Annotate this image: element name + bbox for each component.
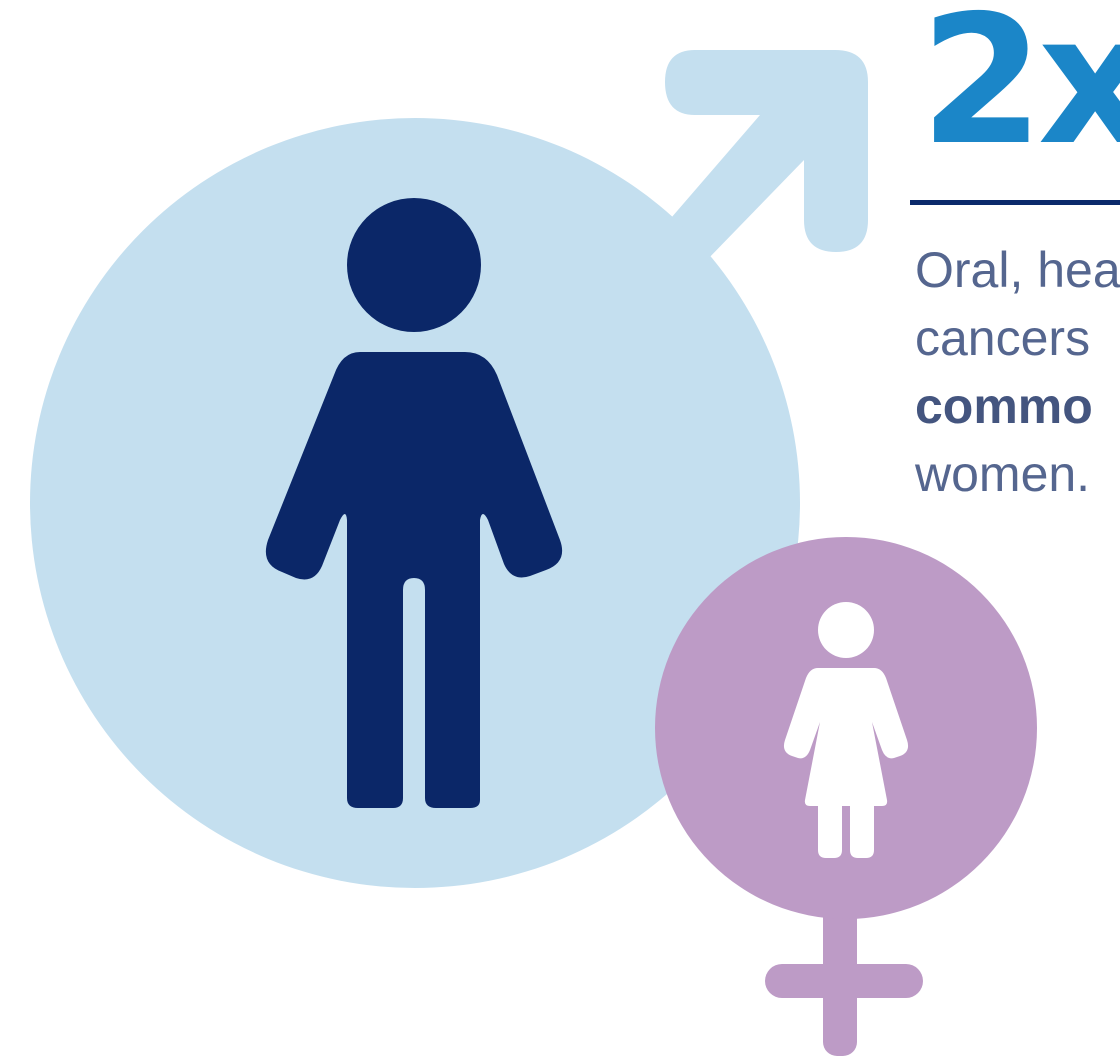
female-symbol-crossbar bbox=[765, 964, 923, 998]
man-body bbox=[265, 352, 563, 808]
man-figure-icon bbox=[265, 198, 563, 808]
woman-figure-icon bbox=[783, 602, 909, 858]
male-symbol-arrow bbox=[665, 50, 868, 262]
man-head bbox=[347, 198, 481, 332]
stat-description: Oral, hea cancers commo women. bbox=[915, 236, 1120, 508]
description-line-1: Oral, hea bbox=[915, 242, 1120, 298]
woman-body bbox=[783, 668, 909, 858]
headline-stat: 2x bbox=[920, 0, 1120, 184]
headline-divider bbox=[910, 200, 1120, 205]
woman-head bbox=[818, 602, 874, 658]
description-line-2: cancers bbox=[915, 310, 1091, 366]
description-line-4: women. bbox=[915, 446, 1091, 502]
description-line-3: commo bbox=[915, 378, 1093, 434]
